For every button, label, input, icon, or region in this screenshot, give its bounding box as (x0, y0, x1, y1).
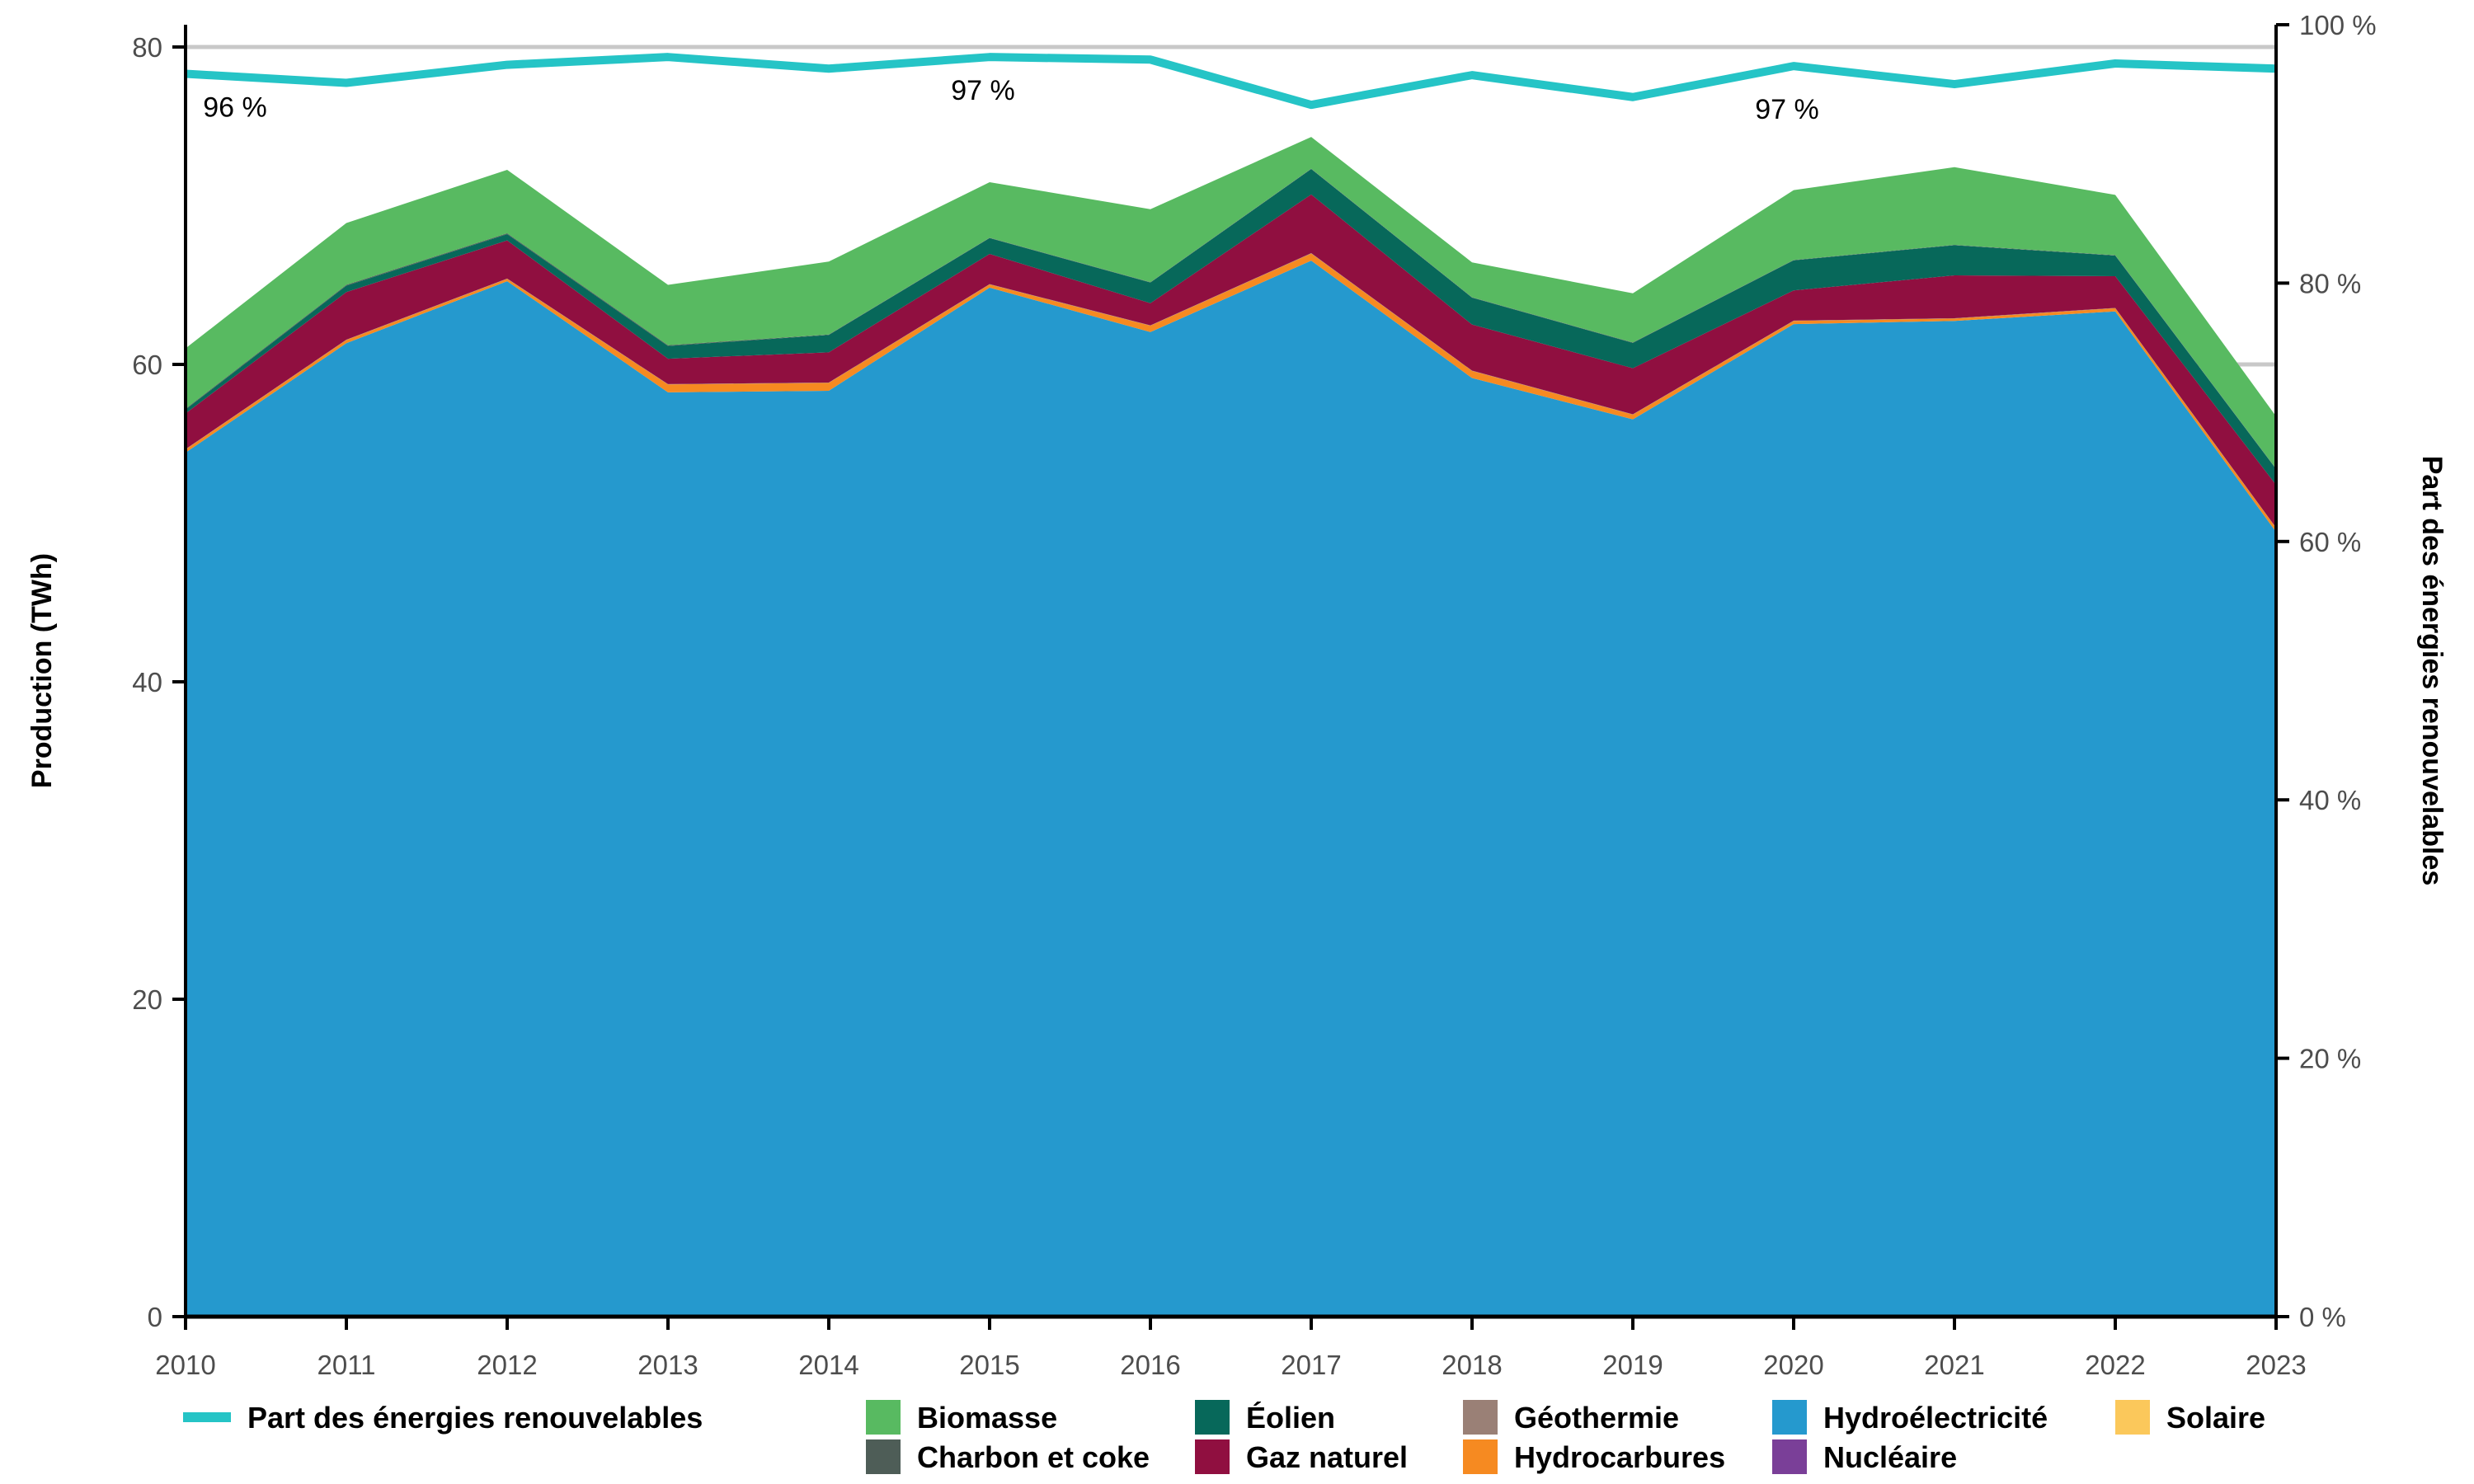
annotation-2015: 97 % (951, 75, 1015, 106)
legend-label-geothermie: Géothermie (1514, 1401, 1679, 1435)
renewables-line (185, 53, 2277, 110)
x-tick-label-2014: 2014 (798, 1350, 858, 1380)
legend-swatch-geothermie (1463, 1400, 1498, 1435)
x-tick-label-2018: 2018 (1442, 1350, 1502, 1380)
stacked-areas (186, 137, 2276, 1317)
area-eolien (186, 169, 2276, 486)
x-tick-label-2011: 2011 (317, 1350, 376, 1380)
legend-label-biomasse: Biomasse (917, 1401, 1057, 1435)
legend: Part des énergies renouvelables Biomasse É… (183, 1400, 2265, 1474)
left-tick-label-40: 40 (132, 667, 162, 697)
x-tick-label-2017: 2017 (1281, 1350, 1341, 1380)
legend-swatch-solaire (2115, 1400, 2150, 1435)
annotations: 96 % 97 % 97 % (203, 75, 1819, 125)
area-gaz (186, 194, 2276, 528)
right-tick-label-0: 0 % (2299, 1302, 2346, 1332)
annotation-2020: 97 % (1755, 94, 1819, 125)
left-axis-title: Production (TWh) (26, 553, 58, 788)
right-tick-label-60: 60 % (2299, 527, 2361, 557)
legend-label-hydro: Hydroélectricité (1823, 1401, 2048, 1435)
x-tick-label-2012: 2012 (477, 1350, 537, 1380)
legend-swatch-nucleaire (1772, 1439, 1807, 1474)
legend-swatch-hydrocarbures (1463, 1439, 1498, 1474)
line-part-renouvelables (185, 53, 2277, 110)
legend-label-nucleaire: Nucléaire (1823, 1440, 1957, 1474)
legend-label-gaz: Gaz naturel (1246, 1440, 1408, 1474)
right-tick-label-20: 20 % (2299, 1044, 2361, 1074)
left-tick-label-0: 0 (148, 1302, 162, 1332)
annotation-2010: 96 % (203, 92, 267, 124)
legend-swatch-hydro (1772, 1400, 1807, 1435)
x-tick-label-2015: 2015 (959, 1350, 1019, 1380)
legend-swatch-gaz (1195, 1439, 1230, 1474)
legend-label-charbon: Charbon et coke (917, 1440, 1150, 1474)
legend-label-hydrocarbures: Hydrocarbures (1514, 1440, 1725, 1474)
left-tick-label-80: 80 (132, 32, 162, 63)
area-hydro (186, 261, 2276, 1317)
legend-label-solaire: Solaire (2166, 1401, 2265, 1435)
right-tick-label-40: 40 % (2299, 785, 2361, 815)
left-tick-label-20: 20 (132, 984, 162, 1015)
right-axis-title: Part des énergies renouvelables (2416, 456, 2448, 886)
legend-swatch-eolien (1195, 1400, 1230, 1435)
x-tick-label-2023: 2023 (2246, 1350, 2306, 1380)
area-biomasse (186, 137, 2276, 469)
axes: 0 20 40 60 80 0 % 20 % 40 % 60 % 80 % 100 % 2010 201… (26, 10, 2448, 1380)
legend-swatch-biomasse (866, 1400, 901, 1435)
legend-label-eolien: Éolien (1246, 1401, 1335, 1435)
right-tick-label-100: 100 % (2299, 10, 2377, 40)
x-tick-label-2022: 2022 (2085, 1350, 2145, 1380)
legend-label-part-renouvelables: Part des énergies renouvelables (247, 1401, 703, 1435)
x-tick-label-2020: 2020 (1763, 1350, 1823, 1380)
x-tick-label-2013: 2013 (637, 1350, 698, 1380)
right-tick-label-80: 80 % (2299, 268, 2361, 298)
x-tick-label-2010: 2010 (155, 1350, 215, 1380)
legend-swatch-charbon (866, 1439, 901, 1474)
legend-swatch-part-renouvelables (183, 1412, 231, 1422)
x-tick-label-2019: 2019 (1602, 1350, 1663, 1380)
x-tick-label-2021: 2021 (1924, 1350, 1984, 1380)
x-tick-label-2016: 2016 (1120, 1350, 1180, 1380)
left-tick-label-60: 60 (132, 350, 162, 380)
